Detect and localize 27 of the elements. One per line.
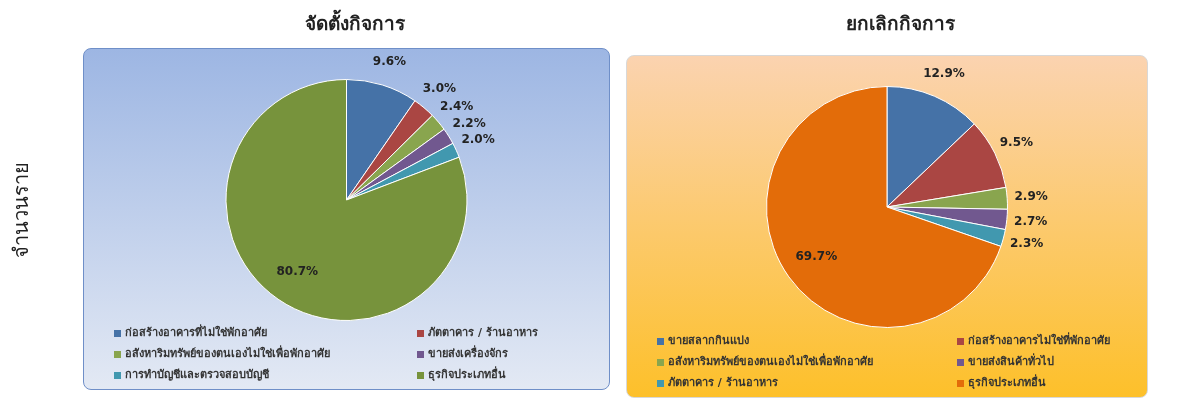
legend-label: ธุรกิจประเภทอื่น [967,373,1047,391]
legend-label: ขายส่งเครื่องจักร [427,344,510,362]
data-label: 80.7% [276,263,319,278]
legend-label: ธุรกิจประเภทอื่น [427,365,508,383]
data-label: 2.7% [1014,214,1048,229]
legend-label: ภัตตาคาร / ร้านอาหาร [667,375,779,391]
data-label: 2.0% [461,132,495,147]
legend-label: ก่อสร้างอาคารไม่ใช่ที่พักอาศัย [967,331,1111,349]
legend-label: ขายส่งสินค้าทั่วไป [967,352,1055,370]
text: จำนวนราย [8,162,34,258]
data-label: 2.2% [452,115,486,130]
data-label: 2.3% [1009,236,1044,251]
legend-label: อสังหาริมทรัพย์ของตนเองไม่ใช่เพื่อพักอาศัย [667,352,874,370]
data-label: 12.9% [923,66,965,81]
data-label: 9.5% [999,134,1033,149]
legend-label: ขายสลากกินแบ่ง [667,333,750,349]
legend-label: อสังหาริมทรัพย์ของตนเองไม่ใช่เพื่อพักอาศัย [124,344,331,362]
chart-title: จัดตั้งกิจการ [304,8,406,36]
data-label: 2.4% [440,98,474,113]
legend-label: การทำบัญชีและตรวจสอบบัญชี [124,367,270,383]
legend-label: ภัตตาคาร / ร้านอาหาร [427,325,539,341]
data-label: 3.0% [422,81,457,96]
data-label: 2.9% [1014,188,1048,203]
legend-label: ก่อสร้างอาคารที่ไม่ใช่พักอาศัย [124,323,268,341]
data-label: 69.7% [795,249,838,264]
data-label: 9.6% [372,54,407,69]
chart-title: ยกเลิกกิจการ [844,11,956,36]
